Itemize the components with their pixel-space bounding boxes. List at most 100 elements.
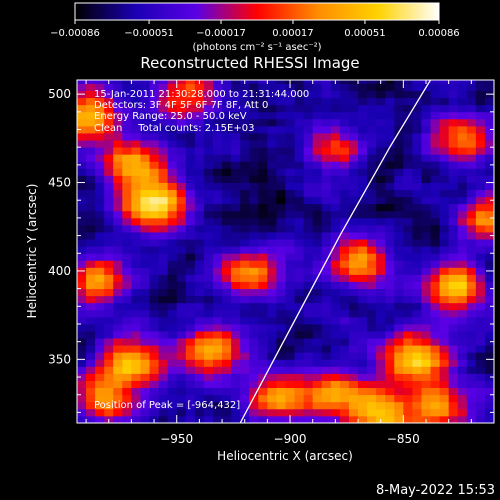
heatmap-cell (77, 366, 87, 374)
heatmap-cell (131, 267, 141, 275)
heatmap-cell (131, 387, 141, 396)
heatmap-cell (176, 246, 187, 254)
heatmap-cell (113, 104, 123, 113)
heatmap-cell (140, 90, 150, 99)
heatmap-cell (267, 90, 277, 99)
heatmap-cell (104, 232, 114, 240)
heatmap-cell (267, 309, 277, 318)
heatmap-cell (158, 274, 169, 282)
heatmap-cell (267, 401, 277, 410)
heatmap-cell (321, 140, 332, 148)
heatmap-cell (95, 316, 105, 325)
heatmap-cell (185, 189, 196, 198)
heatmap-cell (167, 154, 178, 162)
heatmap-cell (385, 203, 395, 212)
heatmap-cell (122, 274, 132, 282)
heatmap-cell (367, 189, 377, 198)
heatmap-cell (167, 97, 178, 106)
heatmap-cell (95, 331, 105, 339)
heatmap-cell (258, 118, 268, 127)
heatmap-cell (267, 83, 277, 92)
heatmap-cell (457, 352, 468, 360)
heatmap-cell (203, 401, 214, 410)
heatmap-cell (95, 253, 105, 261)
heatmap-cell (421, 366, 431, 374)
heatmap-cell (484, 224, 494, 233)
heatmap-cell (475, 309, 486, 318)
heatmap-cell (376, 118, 386, 127)
heatmap-cell (285, 90, 295, 99)
heatmap-cell (194, 345, 205, 353)
heatmap-cell (95, 196, 105, 205)
heatmap-cell (484, 246, 494, 254)
heatmap-cell (303, 147, 314, 155)
heatmap-cell (321, 168, 332, 176)
heatmap-cell (421, 224, 431, 233)
heatmap-cell (149, 125, 159, 134)
heatmap-cell (140, 118, 150, 127)
heatmap-cell (158, 366, 169, 374)
heatmap-cell (466, 118, 477, 127)
heatmap-cell (394, 232, 404, 240)
heatmap-cell (285, 182, 295, 191)
heatmap-cell (376, 232, 386, 240)
heatmap-cell (203, 147, 214, 155)
heatmap-cell (122, 168, 132, 176)
heatmap-cell (376, 288, 386, 297)
heatmap-cell (367, 359, 377, 367)
heatmap-cell (167, 104, 178, 113)
heatmap-cell (358, 232, 368, 240)
heatmap-cell (249, 232, 259, 240)
heatmap-cell (385, 246, 395, 254)
heatmap-cell (122, 125, 132, 134)
heatmap-cell (448, 331, 459, 339)
heatmap-cell (466, 154, 477, 162)
heatmap-cell (167, 125, 178, 134)
heatmap-cell (212, 232, 223, 240)
heatmap-cell (95, 175, 105, 183)
heatmap-cell (194, 281, 205, 290)
heatmap-cell (348, 359, 359, 367)
heatmap-cell (167, 309, 178, 318)
heatmap-cell (267, 253, 277, 261)
heatmap-cell (385, 239, 395, 247)
heatmap-cell (312, 161, 323, 169)
heatmap-cell (321, 203, 332, 212)
heatmap-cell (439, 281, 450, 290)
heatmap-cell (122, 331, 132, 339)
heatmap-cell (212, 97, 223, 106)
heatmap-cell (403, 288, 413, 297)
heatmap-cell (448, 246, 459, 254)
heatmap-cell (475, 83, 486, 92)
heatmap-cell (394, 111, 404, 120)
heatmap-cell (312, 175, 323, 183)
heatmap-cell (303, 380, 314, 389)
heatmap-cell (222, 217, 232, 226)
heatmap-cell (86, 203, 96, 212)
heatmap-cell (430, 168, 441, 176)
heatmap-cell (249, 415, 259, 423)
heatmap-cell (167, 217, 178, 226)
heatmap-cell (484, 302, 494, 311)
heatmap-cell (430, 415, 441, 423)
heatmap-cell (358, 83, 368, 92)
heatmap-cell (113, 161, 123, 169)
heatmap-cell (358, 323, 368, 332)
heatmap-cell (77, 415, 87, 423)
heatmap-cell (421, 260, 431, 268)
heatmap-cell (385, 345, 395, 353)
heatmap-cell (376, 246, 386, 254)
heatmap-cell (240, 83, 250, 92)
heatmap-cell (158, 97, 169, 106)
heatmap-cell (276, 408, 286, 417)
heatmap-cell (376, 401, 386, 410)
heatmap-cell (249, 83, 259, 92)
heatmap-cell (403, 260, 413, 268)
heatmap-cell (394, 352, 404, 360)
heatmap-cell (412, 345, 422, 353)
heatmap-cell (258, 97, 268, 106)
heatmap-cell (457, 140, 468, 148)
heatmap-cell (421, 217, 431, 226)
heatmap-cell (86, 401, 96, 410)
heatmap-cell (222, 408, 232, 417)
